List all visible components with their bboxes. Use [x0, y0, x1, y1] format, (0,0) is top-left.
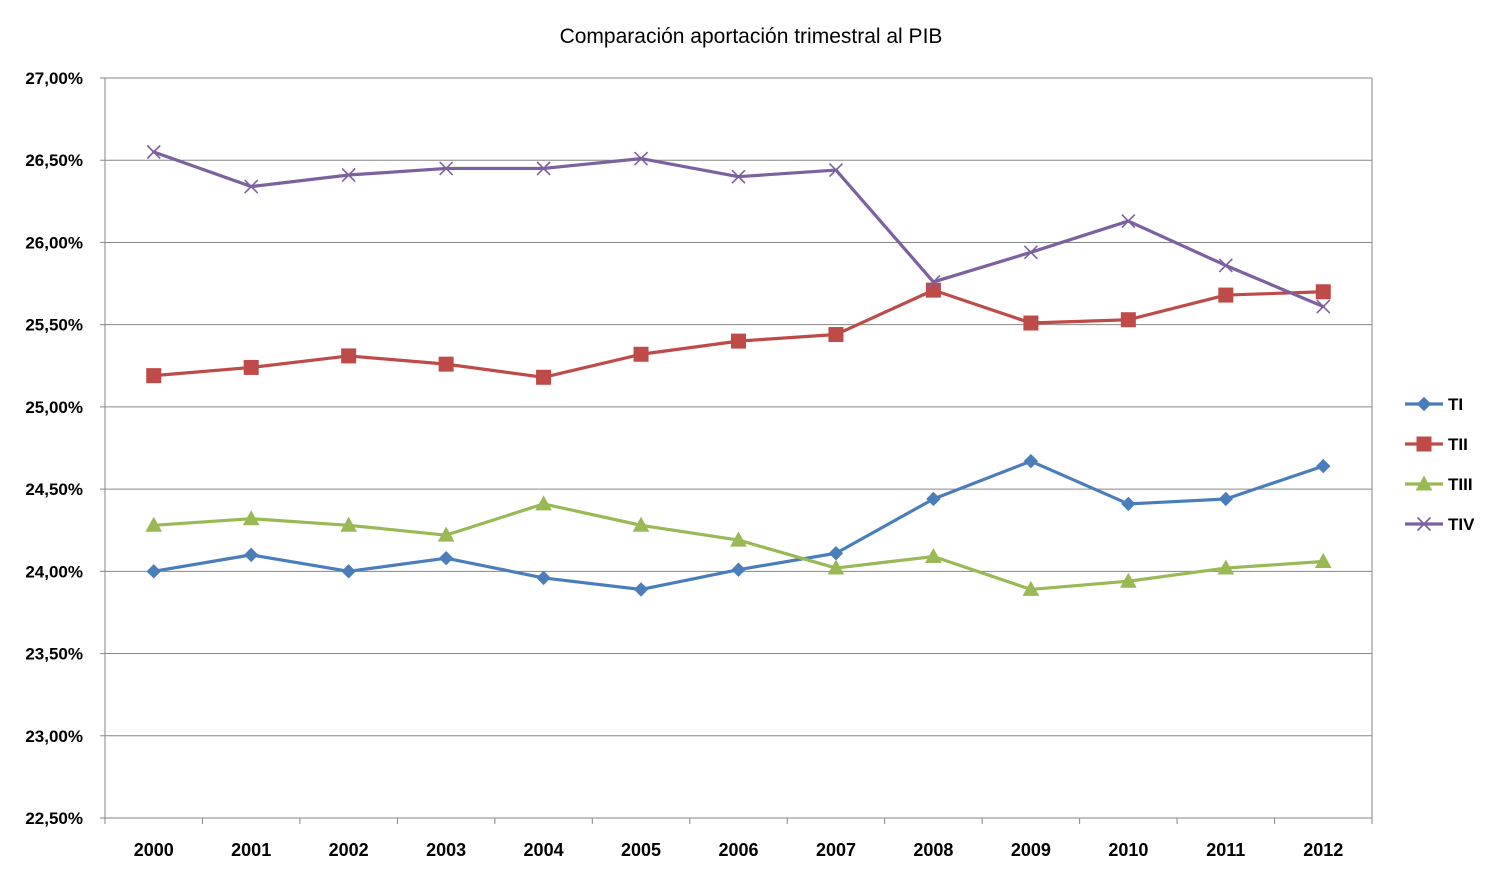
- data-point-TIII: [1314, 552, 1332, 568]
- y-tick-label: 24,00%: [25, 562, 83, 581]
- data-point-TII: [1218, 287, 1234, 303]
- series-TIII: [145, 495, 1332, 596]
- x-tick-label: 2005: [621, 840, 661, 860]
- data-point-TI: [633, 582, 649, 597]
- series-line-TIV: [152, 150, 1325, 309]
- legend-item-TIII: TIII: [1405, 475, 1473, 494]
- legend-marker: [1416, 516, 1432, 532]
- data-point-TI: [1023, 453, 1039, 469]
- data-point-TIV: [1023, 245, 1038, 260]
- x-tick-label: 2011: [1206, 840, 1245, 860]
- data-point-TIII: [827, 559, 845, 575]
- x-tick-label: 2008: [913, 840, 953, 860]
- data-point-TII: [633, 346, 649, 362]
- x-tick-label: 2010: [1108, 840, 1148, 860]
- data-point-TI: [146, 564, 161, 579]
- data-point-TIV: [146, 144, 161, 160]
- data-point-TII: [1120, 312, 1136, 328]
- legend-item-TII: TII: [1405, 435, 1468, 454]
- data-point-TII: [438, 356, 454, 372]
- data-point-TII: [828, 327, 844, 343]
- data-point-TIII: [925, 548, 942, 564]
- data-point-TII: [243, 359, 259, 375]
- data-point-TIII: [145, 516, 163, 532]
- x-tick-label: 2002: [329, 840, 369, 860]
- data-point-TII: [536, 369, 552, 385]
- legend: TI TII TIII TIV: [1405, 395, 1475, 534]
- data-point-TI: [438, 550, 454, 566]
- x-tick-label: 2006: [718, 840, 758, 860]
- legend-item-TI: TI: [1405, 395, 1463, 414]
- y-tick-label: 23,50%: [25, 645, 83, 664]
- legend-label: TIII: [1448, 475, 1473, 494]
- data-point-TII: [1023, 315, 1039, 331]
- data-point-TII: [1315, 284, 1331, 300]
- series-TI: [146, 453, 1331, 597]
- x-tick-label: 2007: [816, 840, 856, 860]
- y-tick-label: 27,00%: [25, 69, 83, 88]
- y-tick-label: 24,50%: [25, 480, 83, 499]
- legend-marker: [1415, 475, 1433, 491]
- data-point-TII: [341, 348, 357, 364]
- data-point-TIV: [926, 274, 941, 289]
- series-lines: [145, 144, 1332, 597]
- data-point-TII: [146, 368, 162, 384]
- x-tick-label: 2012: [1303, 840, 1343, 860]
- y-tick-label: 26,50%: [25, 151, 83, 170]
- x-tick-label: 2004: [524, 840, 564, 860]
- data-point-TIV: [1218, 258, 1233, 273]
- data-point-TIII: [730, 531, 747, 547]
- data-point-TIV: [244, 179, 259, 194]
- data-point-TIV: [1121, 214, 1136, 229]
- legend-marker: [1416, 396, 1432, 412]
- data-point-TIII: [1217, 559, 1235, 575]
- data-point-TI: [341, 564, 356, 579]
- x-tick-label: 2001: [231, 840, 271, 860]
- gridlines: [105, 77, 1372, 737]
- legend-item-TIV: TIV: [1405, 515, 1475, 534]
- x-tick-label: 2003: [426, 840, 466, 860]
- x-tick-label: 2000: [134, 840, 174, 860]
- data-point-TIV: [536, 161, 551, 176]
- data-point-TIII: [242, 510, 260, 526]
- x-tick-label: 2009: [1011, 840, 1051, 860]
- legend-label: TI: [1448, 395, 1463, 414]
- data-point-TIV: [633, 151, 649, 166]
- y-tick-label: 25,50%: [25, 316, 83, 335]
- series-TIV: [146, 144, 1331, 314]
- data-point-TI: [731, 562, 746, 577]
- chart-title: Comparación aportación trimestral al PIB: [560, 25, 943, 48]
- data-point-TIV: [439, 161, 454, 176]
- y-tick-label: 26,00%: [25, 233, 83, 252]
- legend-marker: [1416, 436, 1432, 452]
- data-point-TI: [926, 491, 941, 507]
- data-point-TI: [536, 570, 551, 586]
- data-point-TII: [925, 282, 941, 298]
- data-point-TIV: [341, 167, 356, 183]
- series-TII: [146, 282, 1331, 385]
- data-point-TI: [243, 547, 259, 563]
- axes: 22,50% 23,00% 23,50% 24,00% 24,50% 25,00% 25,5…: [25, 69, 1373, 860]
- data-point-TIII: [1119, 572, 1137, 588]
- data-point-TIII: [535, 495, 552, 511]
- y-tick-label: 23,00%: [25, 727, 83, 746]
- data-point-TIV: [731, 169, 746, 184]
- data-point-TIII: [437, 526, 455, 542]
- y-tick-label: 25,00%: [25, 398, 83, 417]
- data-point-TIII: [1022, 580, 1040, 596]
- y-tick-label: 22,50%: [25, 809, 83, 828]
- data-point-TIV: [1316, 299, 1331, 314]
- data-point-TIII: [632, 516, 650, 532]
- data-point-TII: [731, 333, 746, 349]
- data-point-TI: [828, 546, 844, 561]
- legend-label: TII: [1448, 435, 1468, 454]
- data-point-TIII: [340, 516, 358, 532]
- data-point-TIV: [828, 163, 844, 178]
- data-point-TI: [1121, 496, 1136, 512]
- legend-label: TIV: [1448, 515, 1475, 534]
- data-point-TI: [1316, 458, 1331, 474]
- data-point-TI: [1218, 491, 1234, 507]
